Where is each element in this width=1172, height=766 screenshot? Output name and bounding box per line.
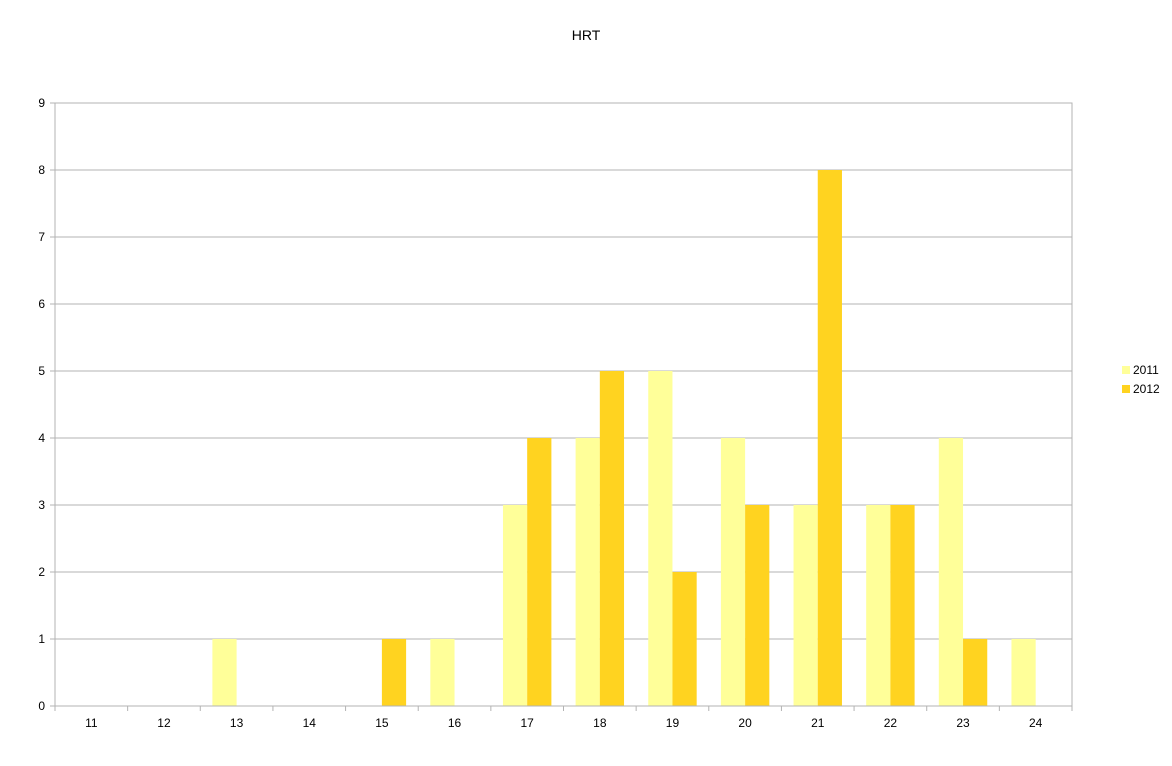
bar-2011-22 [866, 505, 891, 706]
x-tick-label: 18 [593, 716, 607, 730]
legend-swatch-2012 [1122, 385, 1130, 393]
x-tick-label: 12 [157, 716, 171, 730]
bar-2012-23 [963, 639, 988, 706]
y-tick-label: 7 [38, 230, 45, 244]
y-tick-label: 0 [38, 699, 45, 713]
x-tick-label: 13 [230, 716, 244, 730]
gridlines [55, 102, 1072, 707]
x-tick-label: 16 [448, 716, 462, 730]
x-tick-label: 23 [956, 716, 970, 730]
x-tick-label: 17 [520, 716, 534, 730]
y-tick-label: 4 [38, 431, 45, 445]
bar-2011-13 [212, 639, 237, 706]
bar-2011-16 [430, 639, 455, 706]
legend-label-2012: 2012 [1133, 382, 1160, 396]
y-tick-label: 1 [38, 632, 45, 646]
bar-2012-17 [527, 438, 552, 706]
y-tick-label: 9 [38, 96, 45, 110]
y-tick-label: 3 [38, 498, 45, 512]
legend-swatch-2011 [1122, 366, 1130, 374]
chart-title: HRT [572, 27, 601, 43]
y-tick-label: 2 [38, 565, 45, 579]
bar-2012-18 [599, 371, 625, 706]
bar-2011-20 [720, 438, 746, 706]
bar-2012-19 [672, 572, 697, 706]
bar-2011-18 [575, 438, 600, 706]
bar-2011-19 [648, 371, 673, 706]
x-tick-label: 14 [303, 716, 317, 730]
plot-border [54, 102, 1073, 707]
bar-2011-24 [1011, 639, 1036, 706]
y-tick-label: 5 [38, 364, 45, 378]
bar-2012-15 [381, 639, 407, 706]
y-tick-label: 8 [38, 163, 45, 177]
bar-2011-23 [938, 438, 964, 706]
bar-2011-17 [502, 505, 528, 706]
x-tick-label: 19 [666, 716, 680, 730]
x-tick-label: 11 [85, 716, 98, 730]
bar-2012-22 [890, 505, 915, 706]
x-tick-label: 24 [1029, 716, 1043, 730]
x-tick-label: 20 [738, 716, 752, 730]
x-tick-label: 21 [811, 716, 825, 730]
x-tick-label: 22 [884, 716, 898, 730]
bar-2011-21 [793, 505, 818, 706]
y-tick-label: 6 [38, 297, 45, 311]
bar-2012-21 [817, 170, 842, 706]
bars [212, 170, 1036, 706]
legend: 2011 2012 [1122, 363, 1160, 396]
x-tick-label: 15 [375, 716, 389, 730]
bar-2012-20 [745, 505, 770, 706]
legend-label-2011: 2011 [1133, 363, 1159, 377]
